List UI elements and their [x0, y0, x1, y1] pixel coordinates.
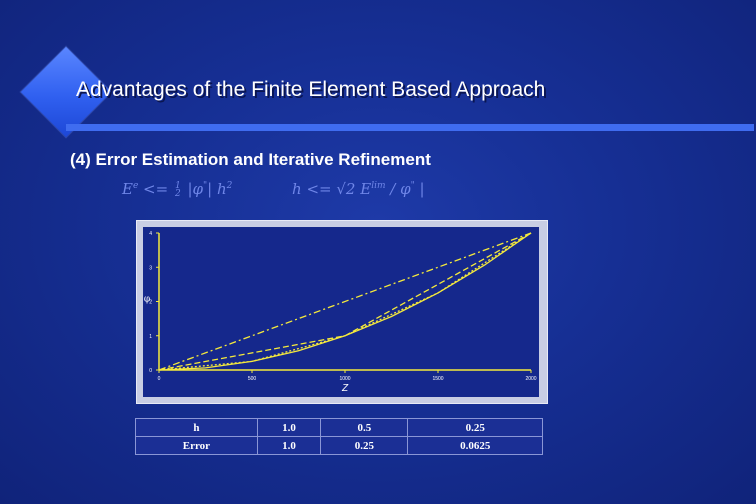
table-cell: 1.0	[256, 436, 322, 455]
slide-subtitle: (4) Error Estimation and Iterative Refin…	[70, 150, 431, 169]
formula-body-b: | h	[207, 180, 227, 198]
formula-body-a: |φ	[182, 180, 204, 198]
table-cell: 0.0625	[407, 436, 543, 455]
table-cell: 1.0	[256, 418, 322, 437]
error-table: h 1.0 0.5 0.25 Error 1.0 0.25 0.0625	[135, 418, 543, 455]
sqrt-icon: √	[336, 180, 346, 198]
slide-title: Advantages of the Finite Element Based A…	[76, 78, 546, 101]
formula-lhs: E	[122, 180, 133, 198]
y-tick-label: 4	[149, 231, 152, 237]
title-underline	[66, 124, 754, 131]
table-row-error: Error 1.0 0.25 0.0625	[135, 436, 543, 455]
formula-body-a: 2 E	[345, 180, 372, 198]
x-tick-label: 500	[248, 376, 257, 382]
y-tick-label: 1	[149, 334, 152, 340]
fraction-numerator: 1	[174, 181, 181, 191]
table-cell: 0.25	[320, 436, 409, 455]
table-cell: Error	[135, 436, 258, 455]
formula-lhs: h	[292, 180, 302, 198]
formula-lhs-sup: e	[132, 181, 139, 191]
plot-background	[143, 227, 539, 397]
y-tick-label: 0	[149, 368, 152, 374]
x-tick-label: 1500	[432, 376, 443, 382]
x-tick-label: 0	[158, 376, 161, 382]
x-tick-label: 1000	[339, 376, 350, 382]
series-line-dotted	[158, 232, 532, 371]
series-line-dash-dot	[158, 232, 532, 371]
formula-step-size: h <= √2 Elim / φ" |	[292, 180, 425, 198]
y-tick-label: 2	[149, 300, 152, 306]
formula-body-c: |	[414, 180, 425, 198]
phi-vs-z-chart: 0 500 1000 1500 2000 0 1 2 3 4 Zφ	[143, 227, 539, 397]
formula-op: <=	[301, 180, 337, 198]
y-axis-label: φ	[144, 295, 150, 305]
table-cell: 0.5	[320, 418, 409, 437]
table-cell: 0.25	[407, 418, 543, 437]
table-row-h: h 1.0 0.5 0.25	[135, 418, 543, 437]
y-tick-label: 3	[149, 265, 152, 271]
formula-body-sup2: 2	[226, 181, 233, 191]
fraction-denominator: 2	[174, 189, 181, 199]
formula-body-sup: lim	[371, 181, 386, 191]
formula-op: <=	[138, 180, 173, 198]
formula-body-sup: "	[203, 181, 208, 191]
table-cell: h	[135, 418, 258, 437]
x-tick-label: 2000	[525, 376, 536, 382]
x-axis-label: Z	[341, 383, 349, 394]
formula-body-b: / φ	[385, 180, 411, 198]
formula-body-sup2: "	[410, 181, 415, 191]
